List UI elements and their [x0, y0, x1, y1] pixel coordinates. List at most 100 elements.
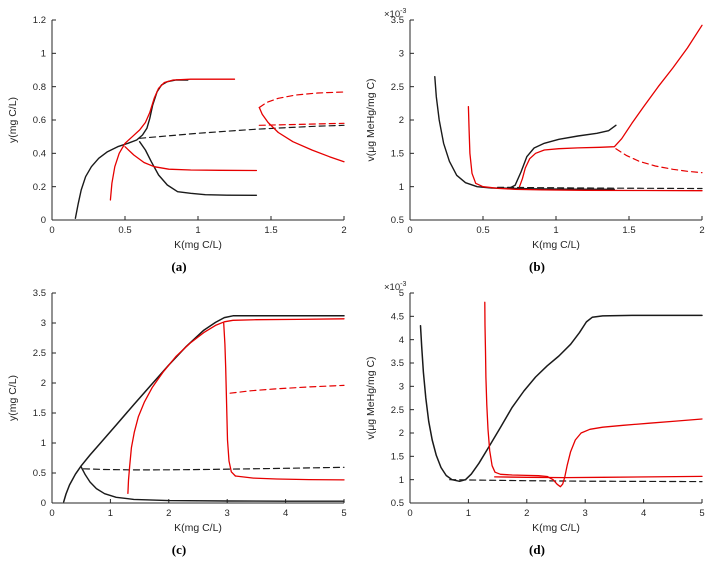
subplot-d: 0 1 2 3 4 5 0.5 1 1.5 2 2.5 3 3.5 4 4.5 5 K(mg C/L) v(μg …	[358, 279, 716, 558]
y-tick-label: 2.5	[391, 405, 404, 416]
subplot-caption-a: (a)	[171, 259, 187, 274]
subplot-c: 0 1 2 3 4 5 0 0.5 1 1.5 2 2.5 3 3.5 K(mg C/L) y(mg C/L)…	[0, 279, 358, 558]
x-tick-label: 1.5	[264, 225, 277, 236]
subplot-caption-d: (d)	[529, 542, 545, 557]
x-tick-label: 2	[699, 225, 704, 236]
x-tick-label: 5	[341, 508, 346, 519]
series-red-solid-main	[127, 318, 345, 495]
series-red-dashed-mid	[258, 122, 345, 126]
series-black-dashed-equilibrium	[139, 124, 345, 139]
x-axis-label: K(mg C/L)	[174, 522, 222, 534]
x-tick-label: 5	[699, 508, 704, 519]
chart-b: 0 0.5 1 1.5 20.511.522.533.5K(mg C/L)v(μg Me…	[362, 6, 712, 258]
series-red-dashed-right	[229, 384, 345, 394]
x-tick-label: 0	[49, 225, 54, 236]
y-tick-label: 2	[41, 378, 46, 389]
series-red-solid-mid	[518, 24, 703, 188]
x-axis-label: K(mg C/L)	[532, 239, 580, 251]
y-tick-label: 2.5	[33, 348, 46, 359]
series-red-dashed-right	[615, 148, 703, 174]
series-red-solid-main	[484, 301, 703, 488]
y-axis-multiplier: ×10-3	[384, 8, 406, 20]
y-axis-label: y(mg C/L)	[7, 97, 19, 143]
y-axis-label: v(μg MeHg/mg C)	[365, 356, 377, 439]
x-tick-label: 1	[466, 508, 471, 519]
y-tick-label: 0.4	[33, 149, 46, 160]
series-red-solid-left	[467, 106, 703, 192]
y-tick-label: 2	[399, 115, 404, 126]
y-tick-label: 0	[41, 215, 46, 226]
y-tick-label: 3	[399, 382, 404, 393]
chart-d: 0 1 2 3 4 5 0.5 1 1.5 2 2.5 3 3.5 4 4.5 5 K(mg C/L) v(μg …	[362, 279, 712, 541]
y-tick-label: 4	[399, 335, 404, 346]
y-tick-label: 1	[41, 438, 46, 449]
y-axis-label: v(μg MeHg/mg C)	[365, 78, 377, 161]
y-tick-label: 3	[399, 49, 404, 60]
series-black-dashed-equilibrium	[82, 466, 345, 471]
series-red-solid-drop	[223, 322, 237, 477]
y-tick-label: 2.5	[391, 82, 404, 93]
x-tick-label: 0	[407, 508, 412, 519]
y-tick-label: 0.5	[391, 215, 404, 226]
subplot-a: 0 0.5 1 1.5 2 0 0.2 0.4 0.6 0.8 1 1.2 K(mg C/L) y(mg …	[0, 6, 358, 275]
y-tick-label: 1	[41, 49, 46, 60]
x-tick-label: 2	[524, 508, 529, 519]
y-tick-label: 3	[41, 318, 46, 329]
y-tick-label: 0.6	[33, 115, 46, 126]
x-axis-label: K(mg C/L)	[532, 522, 580, 534]
y-tick-label: 0.2	[33, 182, 46, 193]
series-black-solid-lower	[496, 187, 616, 190]
y-tick-label: 1	[399, 182, 404, 193]
series-black-dashed-equilibrium	[449, 479, 703, 483]
subplot-b: 0 0.5 1 1.5 2 0.5 1 1.5 2 2.5 3 3.5 K(mg C/L) v(μg Me…	[358, 6, 716, 275]
x-tick-label: 1	[108, 508, 113, 519]
chart-c: 0 1 2 3 4 5 0 0.5 1 1.5 2 2.5 3 3.5 K(mg C/L) y(mg C/L)	[4, 279, 354, 541]
x-tick-label: 0.5	[118, 225, 131, 236]
chart-a: 0 0.5 1 1.5 2 0 0.2 0.4 0.6 0.8 1 1.2 K(mg C/L) y(mg …	[4, 6, 354, 258]
subplot-caption-c: (c)	[171, 542, 187, 557]
y-tick-label: 1	[399, 475, 404, 486]
x-tick-label: 0.5	[476, 225, 489, 236]
figure: 0 0.5 1 1.5 2 0 0.2 0.4 0.6 0.8 1 1.2 K(mg C/L) y(mg …	[0, 6, 716, 558]
y-tick-label: 3.5	[33, 288, 46, 299]
x-tick-label: 0	[407, 225, 412, 236]
x-tick-label: 2	[341, 225, 346, 236]
series-black-solid-main	[419, 314, 703, 483]
y-tick-label: 2	[399, 428, 404, 439]
x-tick-label: 3	[225, 508, 230, 519]
y-tick-label: 0.5	[33, 468, 46, 479]
y-tick-label: 0.8	[33, 82, 46, 93]
series-red-dashed-upper	[258, 91, 345, 109]
x-tick-label: 4	[641, 508, 646, 519]
y-tick-label: 3.5	[391, 15, 404, 26]
series-black-dashed-equilibrium	[497, 186, 703, 190]
x-tick-label: 3	[583, 508, 588, 519]
series-black-solid-main	[434, 76, 617, 189]
series-red-solid-lower	[234, 475, 345, 481]
series-red-solid-lower	[494, 475, 703, 479]
x-tick-label: 4	[283, 508, 288, 519]
y-tick-label: 1.2	[33, 15, 46, 26]
series-red-solid-right	[258, 106, 345, 163]
subplot-caption-b: (b)	[529, 259, 545, 274]
x-tick-label: 0	[49, 508, 54, 519]
y-tick-label: 1.5	[33, 408, 46, 419]
series-black-solid-lower	[80, 466, 345, 502]
y-tick-label: 0.5	[391, 498, 404, 509]
x-tick-label: 1.5	[622, 225, 635, 236]
x-tick-label: 2	[166, 508, 171, 519]
y-tick-label: 3.5	[391, 358, 404, 369]
y-tick-label: 1.5	[391, 452, 404, 463]
y-tick-label: 5	[399, 288, 404, 299]
y-tick-label: 4.5	[391, 312, 404, 323]
x-tick-label: 1	[195, 225, 200, 236]
series-black-solid-lower	[138, 141, 258, 196]
x-tick-label: 1	[553, 225, 558, 236]
y-axis-multiplier: ×10-3	[384, 281, 406, 293]
y-axis-label: y(mg C/L)	[7, 375, 19, 421]
y-tick-label: 1.5	[391, 149, 404, 160]
x-axis-label: K(mg C/L)	[174, 239, 222, 251]
y-tick-label: 0	[41, 498, 46, 509]
series-red-solid-upper	[109, 78, 236, 201]
series-black-solid-upper	[74, 79, 189, 219]
